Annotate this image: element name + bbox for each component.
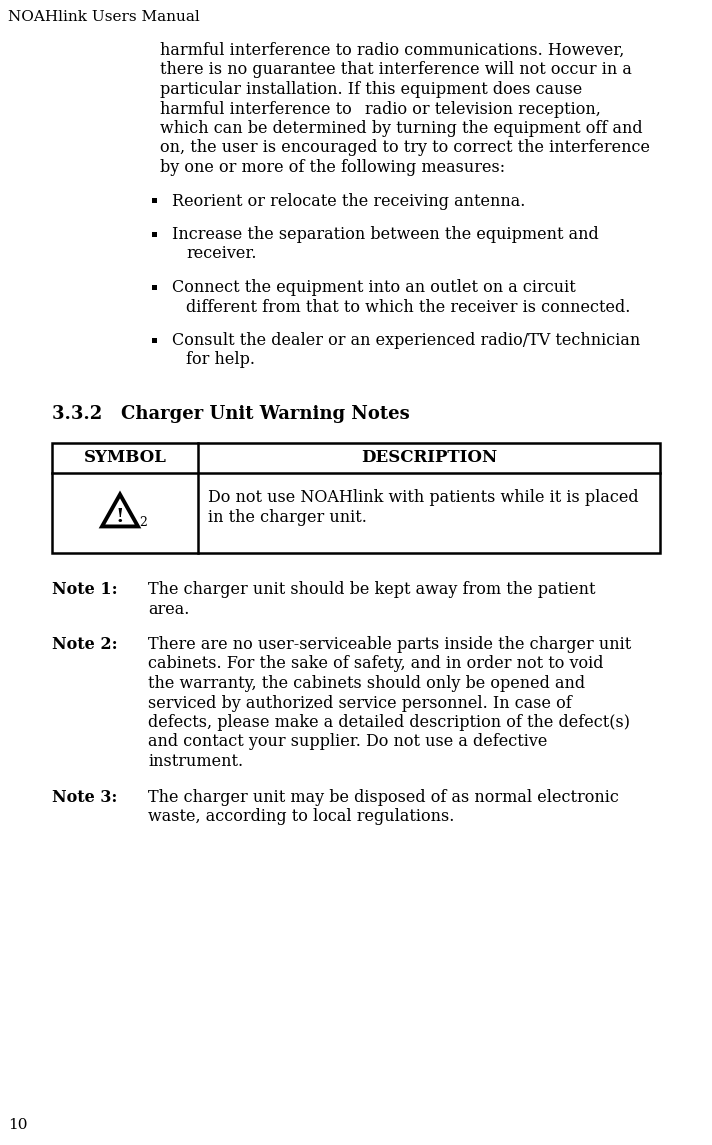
Text: 3.3.2   Charger Unit Warning Notes: 3.3.2 Charger Unit Warning Notes bbox=[52, 405, 409, 423]
Text: Consult the dealer or an experienced radio/TV technician: Consult the dealer or an experienced rad… bbox=[172, 332, 640, 349]
Text: defects, please make a detailed description of the defect(s): defects, please make a detailed descript… bbox=[148, 714, 630, 731]
Text: There are no user-serviceable parts inside the charger unit: There are no user-serviceable parts insi… bbox=[148, 635, 632, 653]
Text: DESCRIPTION: DESCRIPTION bbox=[361, 450, 497, 466]
Bar bbox=[52, 443, 660, 553]
Text: instrument.: instrument. bbox=[148, 753, 243, 769]
Text: Note 3:: Note 3: bbox=[52, 789, 117, 805]
Text: NOAHlink Users Manual: NOAHlink Users Manual bbox=[8, 10, 200, 24]
Text: for help.: for help. bbox=[186, 352, 255, 369]
Text: 2: 2 bbox=[139, 516, 147, 529]
Text: Increase the separation between the equipment and: Increase the separation between the equi… bbox=[172, 226, 599, 243]
Text: which can be determined by turning the equipment off and: which can be determined by turning the e… bbox=[160, 120, 643, 137]
Text: Note 2:: Note 2: bbox=[52, 635, 117, 653]
Text: The charger unit should be kept away from the patient: The charger unit should be kept away fro… bbox=[148, 581, 595, 598]
Text: serviced by authorized service personnel. In case of: serviced by authorized service personnel… bbox=[148, 695, 572, 711]
Text: by one or more of the following measures:: by one or more of the following measures… bbox=[160, 159, 505, 176]
Polygon shape bbox=[102, 495, 138, 527]
Text: The charger unit may be disposed of as normal electronic: The charger unit may be disposed of as n… bbox=[148, 789, 619, 805]
Text: !: ! bbox=[115, 508, 125, 526]
Text: the warranty, the cabinets should only be opened and: the warranty, the cabinets should only b… bbox=[148, 676, 585, 692]
Text: receiver.: receiver. bbox=[186, 245, 256, 262]
Text: there is no guarantee that interference will not occur in a: there is no guarantee that interference … bbox=[160, 62, 632, 79]
Text: waste, according to local regulations.: waste, according to local regulations. bbox=[148, 808, 454, 826]
Text: particular installation. If this equipment does cause: particular installation. If this equipme… bbox=[160, 81, 582, 98]
Text: Connect the equipment into an outlet on a circuit: Connect the equipment into an outlet on … bbox=[172, 279, 576, 297]
Text: area.: area. bbox=[148, 600, 189, 617]
Text: Do not use NOAHlink with patients while it is placed: Do not use NOAHlink with patients while … bbox=[208, 489, 639, 506]
Text: different from that to which the receiver is connected.: different from that to which the receive… bbox=[186, 299, 630, 316]
Text: on, the user is encouraged to try to correct the interference: on, the user is encouraged to try to cor… bbox=[160, 140, 650, 157]
Bar bbox=[152, 198, 157, 203]
Bar bbox=[152, 284, 157, 290]
Text: SYMBOL: SYMBOL bbox=[83, 450, 167, 466]
Bar bbox=[152, 231, 157, 237]
Text: and contact your supplier. Do not use a defective: and contact your supplier. Do not use a … bbox=[148, 734, 548, 750]
Bar bbox=[152, 338, 157, 342]
Text: in the charger unit.: in the charger unit. bbox=[208, 508, 367, 526]
Text: cabinets. For the sake of safety, and in order not to void: cabinets. For the sake of safety, and in… bbox=[148, 655, 604, 672]
Text: harmful interference to  radio or television reception,: harmful interference to radio or televis… bbox=[160, 101, 601, 118]
Text: Note 1:: Note 1: bbox=[52, 581, 117, 598]
Text: harmful interference to radio communications. However,: harmful interference to radio communicat… bbox=[160, 42, 624, 60]
Text: Reorient or relocate the receiving antenna.: Reorient or relocate the receiving anten… bbox=[172, 192, 525, 210]
Text: 10: 10 bbox=[8, 1118, 28, 1132]
